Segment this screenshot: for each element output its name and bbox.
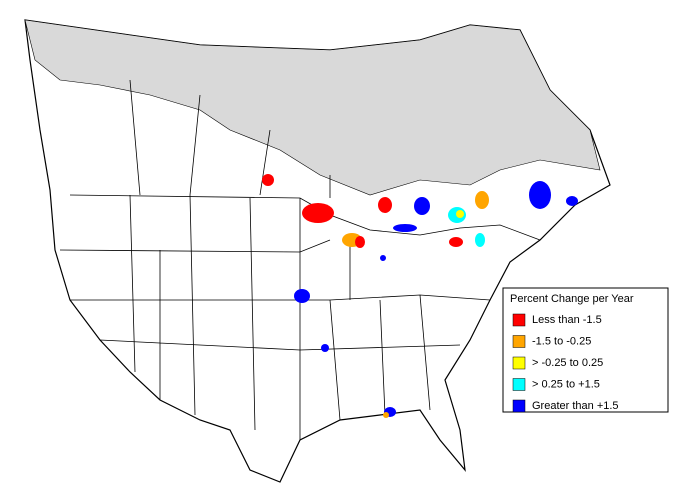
legend-swatch — [512, 399, 526, 413]
area — [393, 224, 417, 232]
area — [456, 210, 464, 218]
legend-label: Less than -1.5 — [532, 314, 602, 326]
area — [475, 233, 485, 247]
area — [378, 197, 392, 213]
area — [355, 236, 365, 248]
change-areas — [262, 174, 578, 418]
area — [529, 181, 551, 209]
legend-title: Percent Change per Year — [510, 293, 634, 305]
legend-swatch — [512, 378, 526, 391]
area — [321, 344, 329, 352]
legend-swatch — [512, 356, 526, 370]
northern-range — [24, 19, 601, 196]
area — [383, 412, 389, 418]
legend-label: Greater than +1.5 — [532, 400, 619, 412]
legend: Percent Change per Year Less than -1.5 -1… — [502, 287, 669, 413]
legend-box — [502, 287, 669, 413]
area — [380, 255, 386, 261]
area — [475, 191, 489, 209]
legend-swatch — [512, 335, 526, 348]
area — [294, 289, 310, 303]
area — [566, 196, 578, 206]
area — [262, 174, 274, 186]
legend-label: > -0.25 to 0.25 — [532, 357, 603, 369]
borders — [59, 79, 541, 440]
legend-label: > 0.25 to +1.5 — [532, 378, 600, 390]
area — [302, 203, 334, 223]
area — [449, 237, 463, 247]
legend-label: -1.5 to -0.25 — [532, 335, 591, 347]
legend-swatch — [512, 313, 526, 327]
area — [414, 197, 430, 215]
